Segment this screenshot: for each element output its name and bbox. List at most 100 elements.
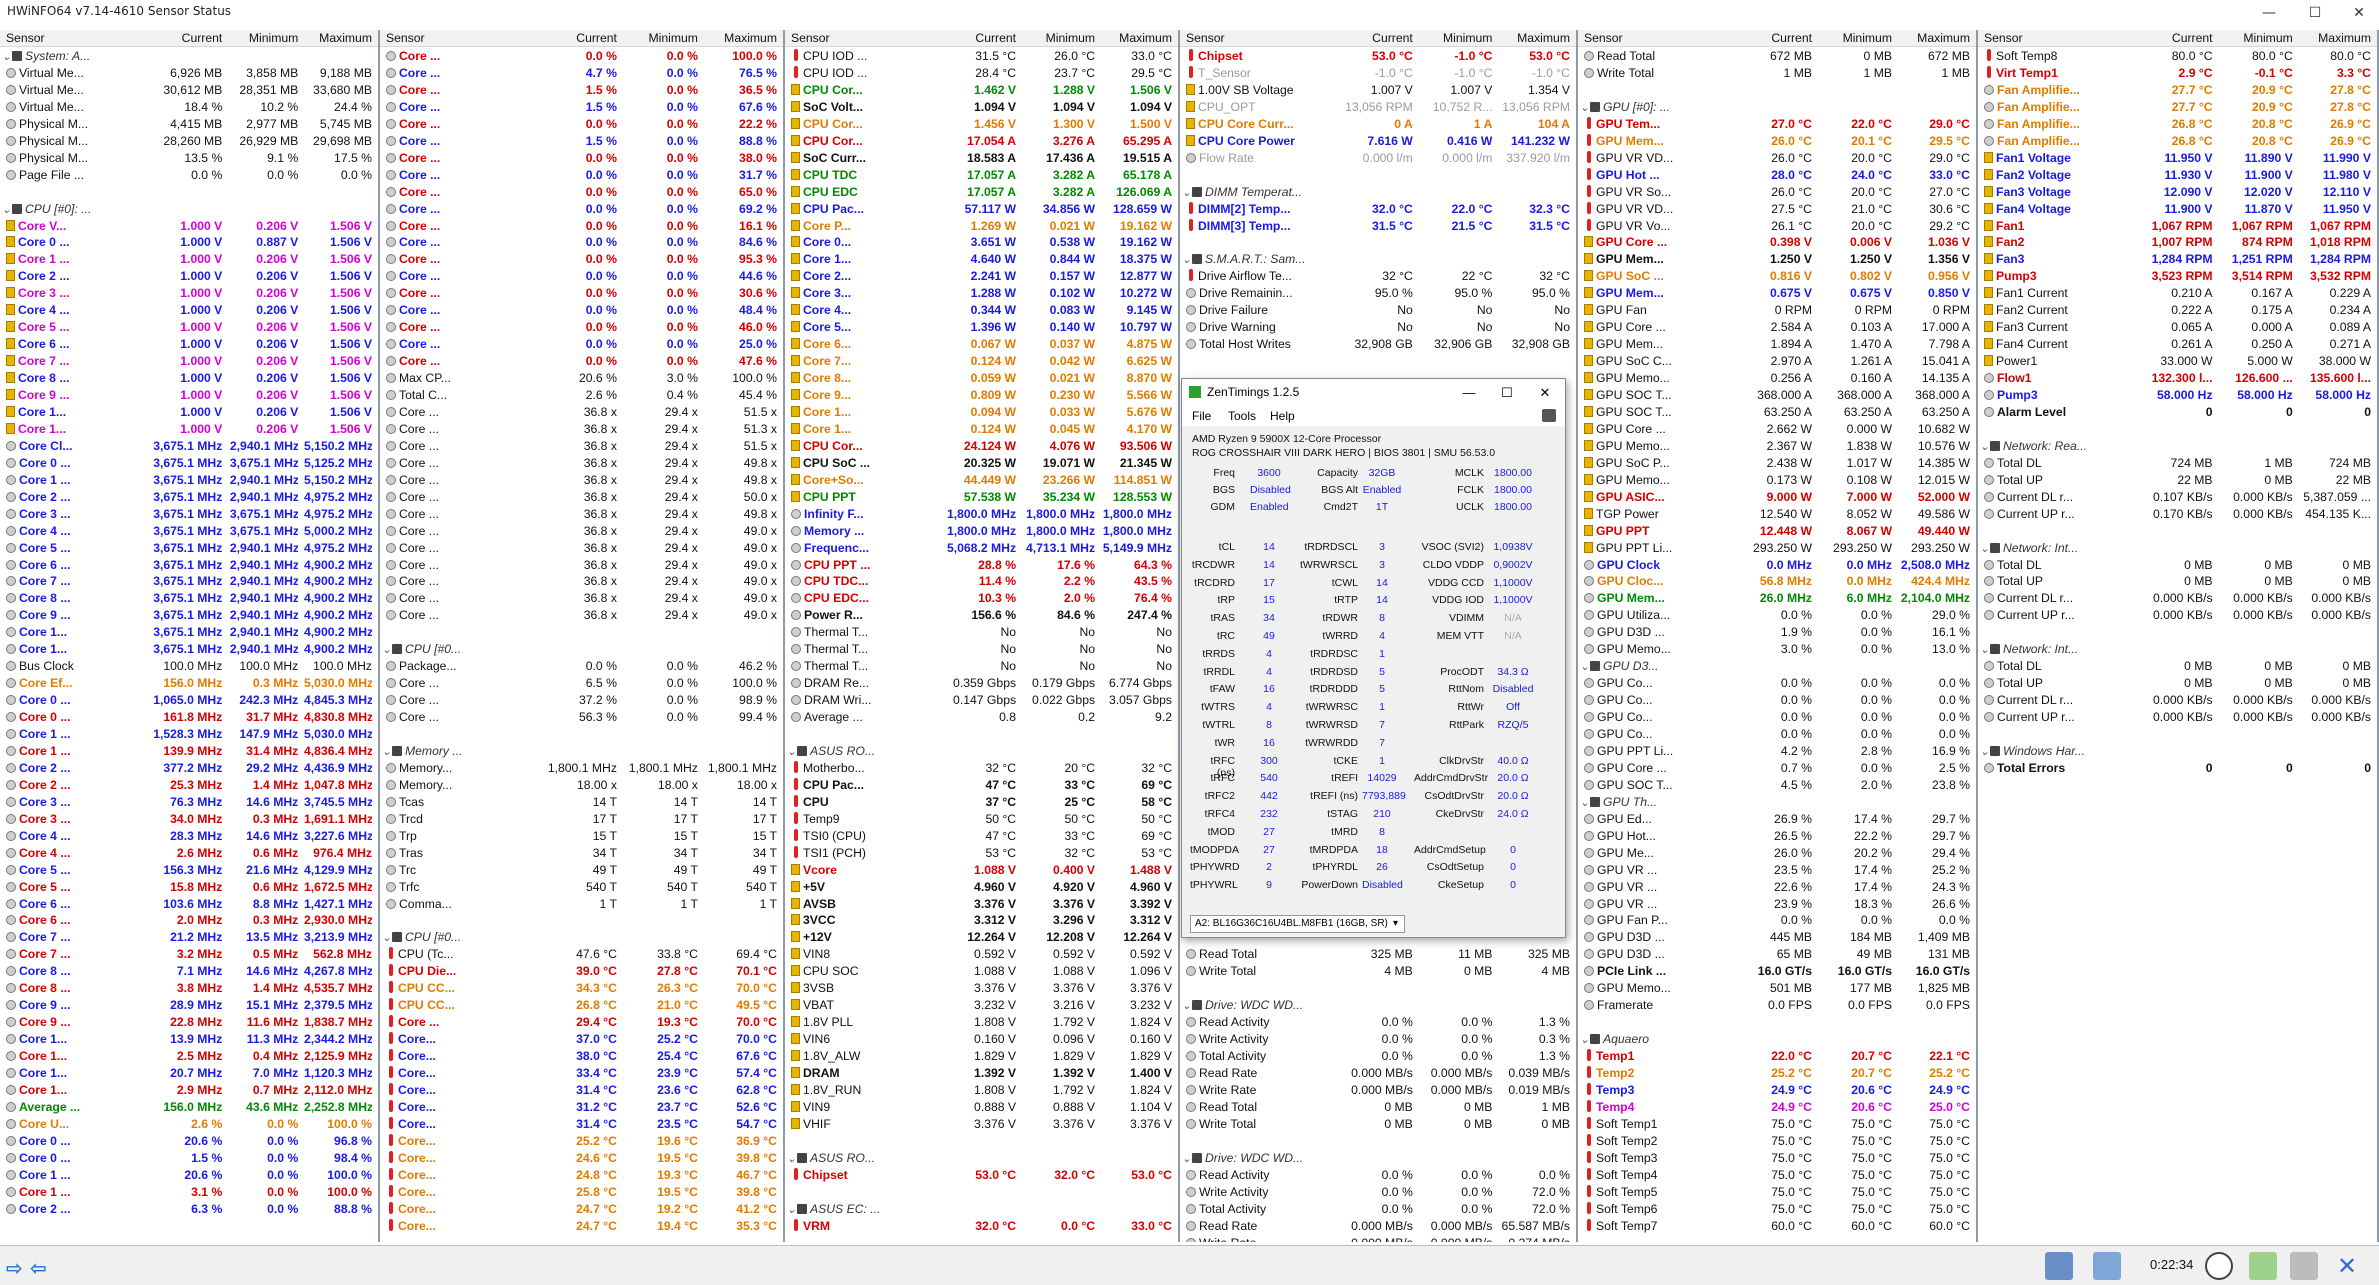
column-header-minimum[interactable]: Minimum: [1842, 31, 1892, 45]
collapse-icon[interactable]: ⌄: [1182, 186, 1192, 199]
sensor-row[interactable]: Core 1... 13.9 MHz 11.3 MHz 2,344.2 MHz: [0, 1031, 378, 1048]
sensor-row[interactable]: CPU SOC 1.088 V 1.088 V 1.096 V: [785, 963, 1178, 980]
sensor-row[interactable]: +5V 4.960 V 4.920 V 4.960 V: [785, 879, 1178, 896]
column-header-maximum[interactable]: Maximum: [1517, 31, 1570, 45]
sensor-group-row[interactable]: ⌄ Network: Int...: [1978, 641, 2377, 658]
sensor-row[interactable]: Soft Temp7 60.0 °C 60.0 °C 60.0 °C: [1578, 1218, 1976, 1235]
sensor-row[interactable]: Core... 24.7 °C 19.2 °C 41.2 °C: [380, 1201, 783, 1218]
column-header-current[interactable]: Current: [1372, 31, 1413, 45]
sensor-row[interactable]: Virtual Me... 18.4 % 10.2 % 24.4 %: [0, 99, 378, 116]
sensor-row[interactable]: GPU Co... 0.0 % 0.0 % 0.0 %: [1578, 709, 1976, 726]
sensor-row[interactable]: CPU Pac... 57.117 W 34.856 W 128.659 W: [785, 201, 1178, 218]
sensor-row[interactable]: GPU VR VD... 26.0 °C 20.0 °C 29.0 °C: [1578, 150, 1976, 167]
sensor-row[interactable]: CPU_OPT 13,056 RPM 10,752 R... 13,056 RPM: [1180, 99, 1576, 116]
column-header-current[interactable]: Current: [975, 31, 1017, 45]
sensor-row[interactable]: Fan4 Voltage 11.900 V 11.870 V 11.950 V: [1978, 201, 2377, 218]
sensor-row[interactable]: Core 8 ... 3.8 MHz 1.4 MHz 4,535.7 MHz: [0, 980, 378, 997]
sensor-row[interactable]: Core ... 36.8 x 29.4 x 49.0 x: [380, 540, 783, 557]
collapse-icon[interactable]: ⌄: [1580, 1034, 1590, 1047]
sensor-row[interactable]: GPU Memo... 0.256 A 0.160 A 14.135 A: [1578, 370, 1976, 387]
sensor-row[interactable]: Read Rate 0.000 MB/s 0.000 MB/s 0.039 MB/s: [1180, 1065, 1576, 1082]
sensor-row[interactable]: Core 9 ... 3,675.1 MHz 2,940.1 MHz 4,900.2 …: [0, 607, 378, 624]
screenshot-icon[interactable]: [1542, 409, 1556, 422]
sensor-row[interactable]: Core 0 ... 161.8 MHz 31.7 MHz 4,830.8 MHz: [0, 709, 378, 726]
sensor-row[interactable]: Core ... 1.5 % 0.0 % 36.5 %: [380, 82, 783, 99]
sensor-row[interactable]: Core ... 0.0 % 0.0 % 46.0 %: [380, 319, 783, 336]
sensor-row[interactable]: Core 4 ... 2.6 MHz 0.6 MHz 976.4 MHz: [0, 845, 378, 862]
menu-tools[interactable]: Tools: [1228, 409, 1257, 423]
sensor-row[interactable]: Current DL r... 0.107 KB/s 0.000 KB/s 5,387…: [1978, 489, 2377, 506]
sensor-panel-2[interactable]: Sensor Current Minimum Maximum Core ... 0.0 %…: [380, 30, 785, 1242]
sensor-row[interactable]: Current UP r... 0.000 KB/s 0.000 KB/s 0.000…: [1978, 709, 2377, 726]
sensor-row[interactable]: Core 1... 1.000 V 0.206 V 1.506 V: [0, 421, 378, 438]
sensor-row[interactable]: GPU SOC T... 368.000 A 368.000 A 368.000 A: [1578, 387, 1976, 404]
collapse-icon[interactable]: ⌄: [1182, 254, 1192, 267]
sensor-row[interactable]: Core 9... 0.809 W 0.230 W 5.566 W: [785, 387, 1178, 404]
sensor-row[interactable]: Core... 25.8 °C 19.5 °C 39.8 °C: [380, 1184, 783, 1201]
settings-icon[interactable]: [2290, 1252, 2318, 1280]
sensor-row[interactable]: Physical M... 28,260 MB 26,929 MB 29,698 MB: [0, 133, 378, 150]
sensor-row[interactable]: Temp9 50 °C 50 °C 50 °C: [785, 811, 1178, 828]
column-header-sensor[interactable]: Sensor: [6, 31, 45, 45]
sensor-row[interactable]: VIN8 0.592 V 0.592 V 0.592 V: [785, 946, 1178, 963]
sensor-row[interactable]: Soft Temp1 75.0 °C 75.0 °C 75.0 °C: [1578, 1116, 1976, 1133]
sensor-row[interactable]: Current UP r... 0.170 KB/s 0.000 KB/s 454.1…: [1978, 506, 2377, 523]
collapse-icon[interactable]: ⌄: [1980, 542, 1990, 555]
sensor-row[interactable]: T_Sensor -1.0 °C -1.0 °C -1.0 °C: [1180, 65, 1576, 82]
sensor-row[interactable]: GPU Fan P... 0.0 % 0.0 % 0.0 %: [1578, 912, 1976, 929]
sensor-row[interactable]: Fan3 1,284 RPM 1,251 RPM 1,284 RPM: [1978, 251, 2377, 268]
sensor-row[interactable]: Core 0... 3.651 W 0.538 W 19.162 W: [785, 234, 1178, 251]
arrow-right-icon[interactable]: ⇨: [6, 1256, 23, 1280]
sensor-row[interactable]: Core 1 ... 3,675.1 MHz 2,940.1 MHz 5,150.2 …: [0, 472, 378, 489]
sensor-row[interactable]: Motherbo... 32 °C 20 °C 32 °C: [785, 760, 1178, 777]
sensor-row[interactable]: Core 1 ... 1.000 V 0.206 V 1.506 V: [0, 251, 378, 268]
sensor-row[interactable]: Core 6 ... 1.000 V 0.206 V 1.506 V: [0, 336, 378, 353]
sensor-row[interactable]: Core ... 36.8 x 29.4 x 50.0 x: [380, 489, 783, 506]
sensor-row[interactable]: Core ... 36.8 x 29.4 x 49.0 x: [380, 523, 783, 540]
column-header-minimum[interactable]: Minimum: [1045, 31, 1096, 45]
sensor-row[interactable]: Write Rate 0.000 MB/s 0.000 MB/s 0.019 MB/s: [1180, 1082, 1576, 1099]
zentimings-close-button[interactable]: ✕: [1539, 385, 1551, 400]
sensor-row[interactable]: Average ... 156.0 MHz 43.6 MHz 2,252.8 MHz: [0, 1099, 378, 1116]
sensor-row[interactable]: Core 0 ... 1,065.0 MHz 242.3 MHz 4,845.3 MH…: [0, 692, 378, 709]
sensor-row[interactable]: Core ... 0.0 % 0.0 % 44.6 %: [380, 268, 783, 285]
sensor-row[interactable]: Total DL 0 MB 0 MB 0 MB: [1978, 557, 2377, 574]
sensor-row[interactable]: Write Activity 0.0 % 0.0 % 72.0 %: [1180, 1184, 1576, 1201]
sensor-row[interactable]: Read Total 672 MB 0 MB 672 MB: [1578, 48, 1976, 65]
collapse-icon[interactable]: ⌄: [1580, 101, 1590, 114]
sensor-row[interactable]: GPU Cloc... 56.8 MHz 0.0 MHz 424.4 MHz: [1578, 573, 1976, 590]
column-header-current[interactable]: Current: [576, 31, 617, 45]
sensor-row[interactable]: GPU PPT Li... 293.250 W 293.250 W 293.250 W: [1578, 540, 1976, 557]
sensor-row[interactable]: Soft Temp8 80.0 °C 80.0 °C 80.0 °C: [1978, 48, 2377, 65]
sensor-row[interactable]: CPU Pac... 47 °C 33 °C 69 °C: [785, 777, 1178, 794]
sensor-row[interactable]: Temp1 22.0 °C 20.7 °C 22.1 °C: [1578, 1048, 1976, 1065]
sensor-row[interactable]: Core ... 0.0 % 0.0 % 22.2 %: [380, 116, 783, 133]
sensor-row[interactable]: CPU IOD ... 31.5 °C 26.0 °C 33.0 °C: [785, 48, 1178, 65]
sensor-row[interactable]: Core 1... 1.000 V 0.206 V 1.506 V: [0, 404, 378, 421]
sensor-row[interactable]: GPU ASIC... 9.000 W 7.000 W 52.000 W: [1578, 489, 1976, 506]
column-header-sensor[interactable]: Sensor: [1984, 31, 2023, 45]
sensor-row[interactable]: Core 2 ... 3,675.1 MHz 2,940.1 MHz 4,975.2 …: [0, 489, 378, 506]
maximize-button[interactable]: ☐: [2308, 5, 2322, 21]
sensor-group-row[interactable]: ⌄ Drive: WDC WD...: [1180, 997, 1576, 1014]
sensor-row[interactable]: CPU CC... 26.8 °C 21.0 °C 49.5 °C: [380, 997, 783, 1014]
sensor-row[interactable]: Bus Clock 100.0 MHz 100.0 MHz 100.0 MHz: [0, 658, 378, 675]
arrow-left-icon[interactable]: ⇦: [30, 1256, 47, 1280]
sensor-row[interactable]: Temp3 24.9 °C 20.6 °C 24.9 °C: [1578, 1082, 1976, 1099]
sensor-row[interactable]: Core 1... 20.7 MHz 7.0 MHz 1,120.3 MHz: [0, 1065, 378, 1082]
column-header-sensor[interactable]: Sensor: [1186, 31, 1225, 45]
column-header-minimum[interactable]: Minimum: [248, 31, 299, 45]
sensor-row[interactable]: Core Cl... 3,675.1 MHz 2,940.1 MHz 5,150.2 …: [0, 438, 378, 455]
sensor-row[interactable]: Core 1... 2.9 MHz 0.7 MHz 2,112.0 MHz: [0, 1082, 378, 1099]
sensor-row[interactable]: Core 7 ... 1.000 V 0.206 V 1.506 V: [0, 353, 378, 370]
collapse-icon[interactable]: ⌄: [2, 203, 12, 216]
sensor-group-row[interactable]: ⌄ ASUS EC: ...: [785, 1201, 1178, 1218]
sensor-row[interactable]: VIN6 0.160 V 0.096 V 0.160 V: [785, 1031, 1178, 1048]
sensor-row[interactable]: Core ... 0.0 % 0.0 % 69.2 %: [380, 201, 783, 218]
sensor-row[interactable]: Core V... 1.000 V 0.206 V 1.506 V: [0, 218, 378, 235]
sensor-row[interactable]: CPU Cor... 24.124 W 4.076 W 93.506 W: [785, 438, 1178, 455]
sensor-row[interactable]: Fan1 1,067 RPM 1,067 RPM 1,067 RPM: [1978, 218, 2377, 235]
sensor-row[interactable]: Tras 34 T 34 T 34 T: [380, 845, 783, 862]
sensor-row[interactable]: Core ... 36.8 x 29.4 x 49.0 x: [380, 573, 783, 590]
